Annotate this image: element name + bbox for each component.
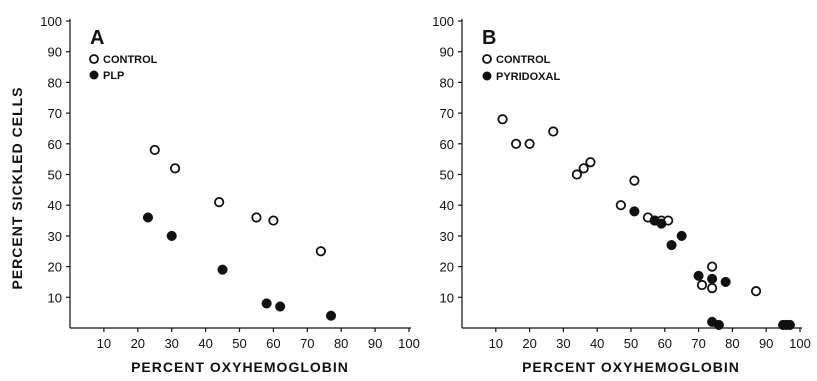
y-tick-label-a: 100 <box>40 14 62 29</box>
point-control-b <box>707 282 718 294</box>
point-control-a <box>149 144 160 156</box>
x-tick-label-b: 40 <box>590 336 604 351</box>
panel-letter-a: A <box>90 27 104 49</box>
y-tick-label-b: 70 <box>440 106 454 121</box>
y-tick-label-a: 10 <box>48 290 62 305</box>
x-tick-label-a: 70 <box>300 336 314 351</box>
y-tick-label-b: 90 <box>440 45 454 60</box>
x-tick-label-a: 60 <box>266 336 280 351</box>
y-tick-label-b: 50 <box>440 168 454 183</box>
point-pyridoxal-b <box>629 206 640 217</box>
y-tick-label-a: 20 <box>48 260 62 275</box>
x-tick-label-b: 20 <box>522 336 536 351</box>
x-tick-label-a: 90 <box>368 336 382 351</box>
point-pyridoxal-b <box>656 218 667 229</box>
point-control-b <box>585 157 596 168</box>
panel-a: A CONTROL PLP 10 20 30 40 50 60 70 80 90 100 10 20 3… <box>40 14 420 375</box>
x-tick-label-a: 100 <box>398 336 420 351</box>
x-tick-label-b: 60 <box>658 336 672 351</box>
point-control-b <box>578 163 589 174</box>
x-tick-label-a: 50 <box>232 336 246 351</box>
legend-filled-marker-a <box>89 70 99 80</box>
y-tick-label-b: 100 <box>432 14 454 29</box>
point-pyridoxal-b <box>720 276 731 288</box>
point-pyridoxal-b <box>713 319 724 330</box>
legend-a: CONTROL PLP <box>89 54 158 82</box>
point-control-b <box>750 286 762 297</box>
legend-b: CONTROL PYRIDOXAL <box>482 54 560 83</box>
y-tick-label-b: 80 <box>440 75 454 90</box>
panel-letter-b: B <box>482 27 496 49</box>
legend-label-control-a: CONTROL <box>103 54 158 66</box>
point-control-b <box>524 138 535 149</box>
x-tick-label-a: 80 <box>334 336 348 351</box>
point-pyridoxal-b <box>676 230 687 241</box>
legend-open-marker-a <box>89 54 99 64</box>
x-axis-label-b: PERCENT OXYHEMOGLOBIN <box>522 359 740 375</box>
y-tick-label-b: 60 <box>440 137 454 152</box>
point-pyridoxal-b <box>693 270 704 281</box>
y-tick-label-a: 80 <box>48 75 62 90</box>
x-axis-label-a: PERCENT OXYHEMOGLOBIN <box>131 359 349 375</box>
point-pyridoxal-b <box>707 273 718 284</box>
x-tick-label-b: 80 <box>725 336 739 351</box>
x-tick-label-b: 70 <box>691 336 705 351</box>
y-tick-label-a: 90 <box>48 45 62 60</box>
point-control-a <box>251 212 262 223</box>
point-plp-a <box>275 301 286 312</box>
point-pyridoxal-b <box>784 319 795 330</box>
x-tick-label-b: 30 <box>556 336 570 351</box>
y-tick-label-b: 30 <box>440 229 454 244</box>
y-tick-label-a: 30 <box>48 229 62 244</box>
point-control-a <box>214 197 225 208</box>
point-control-b <box>707 261 718 272</box>
y-tick-label-a: 40 <box>48 198 62 213</box>
legend-filled-marker-b <box>482 71 492 81</box>
x-tick-label-a: 40 <box>198 336 212 351</box>
x-tick-label-a: 30 <box>164 336 178 351</box>
point-control-b <box>497 114 508 125</box>
legend-open-marker-b <box>482 54 492 64</box>
legend-label-control-b: CONTROL <box>496 54 551 66</box>
y-tick-label-b: 10 <box>440 290 454 305</box>
y-axis-label-a: PERCENT SICKLED CELLS <box>9 86 25 289</box>
x-tick-label-a: 10 <box>97 336 111 351</box>
point-control-b <box>629 175 640 186</box>
point-control-b <box>548 126 559 137</box>
point-control-a <box>268 215 279 226</box>
point-plp-a <box>217 264 228 275</box>
x-tick-label-a: 20 <box>131 336 145 351</box>
panel-b: B CONTROL PYRIDOXAL 10 20 30 40 50 60 70 80 90 10… <box>432 14 811 375</box>
point-control-b <box>510 138 522 149</box>
y-tick-label-a: 60 <box>48 137 62 152</box>
y-tick-label-a: 70 <box>48 106 62 121</box>
point-control-a <box>315 246 326 257</box>
point-control-a <box>169 163 181 174</box>
x-tick-label-b: 100 <box>789 336 811 351</box>
y-tick-label-b: 20 <box>440 260 454 275</box>
point-pyridoxal-b <box>666 240 677 251</box>
y-tick-label-a: 50 <box>48 168 62 183</box>
point-control-b <box>615 200 626 211</box>
legend-label-plp: PLP <box>103 70 124 82</box>
x-tick-label-b: 50 <box>624 336 638 351</box>
point-plp-a <box>325 310 337 321</box>
x-tick-label-b: 10 <box>489 336 503 351</box>
point-plp-a <box>142 212 154 223</box>
point-control-b <box>571 169 583 180</box>
point-plp-a <box>261 298 272 309</box>
point-control-b <box>696 279 708 291</box>
point-plp-a <box>166 230 177 241</box>
y-tick-label-b: 40 <box>440 198 454 213</box>
legend-label-pyridoxal: PYRIDOXAL <box>496 71 560 83</box>
x-tick-label-b: 90 <box>759 336 773 351</box>
